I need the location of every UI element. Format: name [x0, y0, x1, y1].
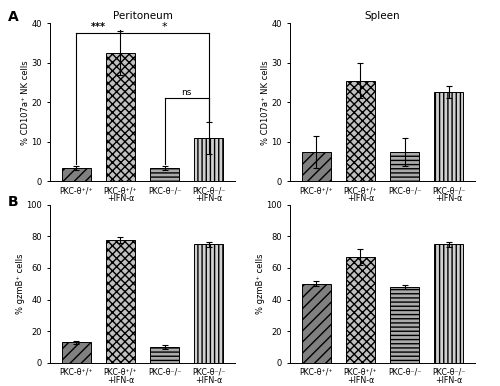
- Y-axis label: % CD107a⁺ NK cells: % CD107a⁺ NK cells: [260, 60, 270, 145]
- Title: Spleen: Spleen: [364, 11, 400, 21]
- Bar: [150, 168, 179, 181]
- Y-axis label: % gzmB⁺ cells: % gzmB⁺ cells: [16, 254, 24, 314]
- Bar: [194, 138, 223, 181]
- Bar: [62, 342, 90, 363]
- Bar: [390, 287, 419, 363]
- Bar: [346, 257, 375, 363]
- Bar: [434, 92, 463, 181]
- Text: A: A: [8, 10, 18, 24]
- Title: Peritoneum: Peritoneum: [112, 11, 172, 21]
- Bar: [390, 152, 419, 181]
- Bar: [434, 244, 463, 363]
- Text: ***: ***: [91, 22, 106, 32]
- Bar: [302, 152, 330, 181]
- Text: B: B: [8, 195, 18, 209]
- Bar: [302, 284, 330, 363]
- Text: *: *: [162, 22, 168, 32]
- Bar: [194, 244, 223, 363]
- Bar: [150, 347, 179, 363]
- Bar: [62, 168, 90, 181]
- Bar: [106, 53, 135, 181]
- Bar: [106, 240, 135, 363]
- Y-axis label: % gzmB⁺ cells: % gzmB⁺ cells: [256, 254, 264, 314]
- Text: ns: ns: [182, 88, 192, 97]
- Bar: [346, 81, 375, 181]
- Y-axis label: % CD107a⁺ NK cells: % CD107a⁺ NK cells: [20, 60, 30, 145]
